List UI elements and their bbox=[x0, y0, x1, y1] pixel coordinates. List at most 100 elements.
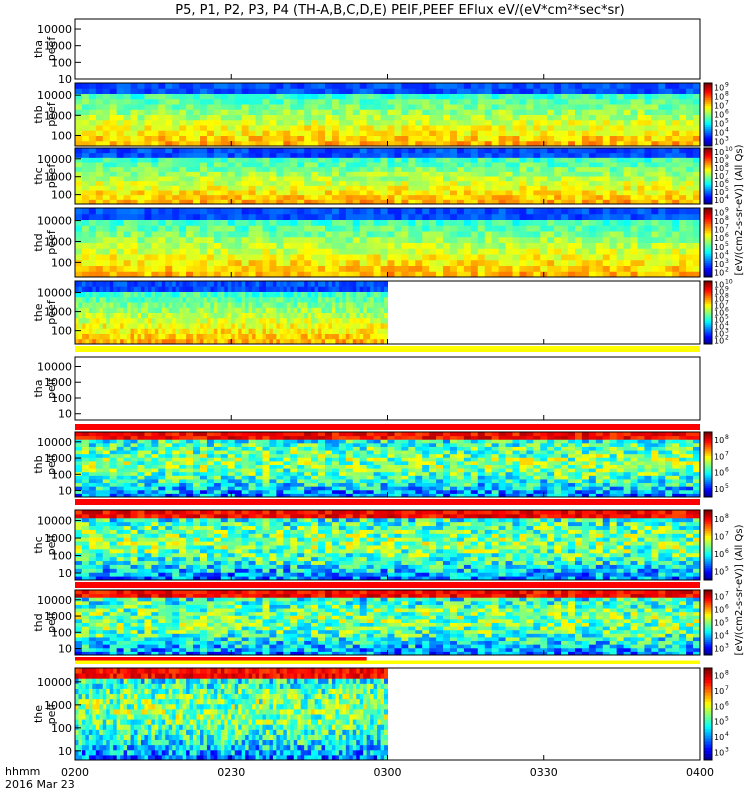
spectrogram-cell bbox=[588, 180, 597, 186]
spectrogram-cell bbox=[172, 185, 180, 191]
spectrogram-cell bbox=[693, 225, 701, 232]
spectrogram-cell bbox=[581, 190, 590, 196]
spectrogram-cell bbox=[686, 242, 694, 249]
spectrogram-cell bbox=[102, 333, 107, 340]
spectrogram-cell bbox=[352, 119, 361, 126]
spectrogram-cell bbox=[248, 323, 253, 329]
spectrogram-cell bbox=[338, 88, 347, 94]
spectrogram-cell bbox=[158, 439, 166, 444]
spectrogram-cell bbox=[158, 194, 166, 200]
spectrogram-cell bbox=[200, 208, 208, 215]
spectrogram-cell bbox=[283, 180, 291, 186]
spectrogram-cell bbox=[234, 225, 243, 232]
spectrogram-cell bbox=[154, 338, 159, 345]
spectrogram-cell bbox=[283, 199, 291, 205]
spectrogram-cell bbox=[220, 489, 229, 494]
spectrogram-cell bbox=[623, 248, 632, 255]
spectrogram-cell bbox=[137, 302, 142, 308]
spectrogram-cell bbox=[102, 125, 111, 131]
spectrogram-cell bbox=[259, 312, 263, 319]
spectrogram-cell bbox=[331, 259, 340, 266]
spectrogram-cell bbox=[304, 254, 312, 261]
spectrogram-cell bbox=[304, 199, 312, 205]
spectrogram-cell bbox=[137, 464, 145, 469]
spectrogram-cell bbox=[75, 460, 83, 465]
spectrogram-cell bbox=[193, 225, 201, 232]
spectrogram-cell bbox=[491, 125, 500, 131]
spectrogram-cell bbox=[380, 271, 388, 278]
spectrogram-cell bbox=[588, 157, 597, 163]
spectrogram-cell bbox=[116, 453, 125, 458]
colorbar-segment bbox=[704, 312, 712, 316]
spectrogram-cell bbox=[252, 307, 257, 313]
spectrogram-cell bbox=[352, 333, 357, 340]
spectrogram-cell bbox=[304, 180, 312, 186]
spectrogram-cell bbox=[151, 125, 159, 131]
spectrogram-cell bbox=[116, 93, 125, 100]
spectrogram-cell bbox=[679, 271, 687, 278]
spectrogram-cell bbox=[255, 135, 263, 142]
spectrogram-cell bbox=[422, 190, 430, 196]
spectrogram-cell bbox=[92, 328, 97, 334]
spectrogram-cell bbox=[116, 307, 121, 313]
spectrogram-cell bbox=[269, 119, 277, 126]
spectrogram-cell bbox=[175, 307, 180, 313]
spectrogram-cell bbox=[255, 104, 263, 110]
spectrogram-cell bbox=[272, 338, 277, 345]
spectrogram-cell bbox=[189, 328, 194, 334]
spectrogram-cell bbox=[186, 130, 194, 136]
spectrogram-cell bbox=[99, 302, 104, 308]
spectrogram-cell bbox=[318, 213, 326, 220]
spectrogram-cell bbox=[276, 286, 281, 292]
spectrogram-cell bbox=[352, 185, 361, 191]
spectrogram-cell bbox=[331, 323, 336, 329]
spectrogram-cell bbox=[151, 208, 159, 215]
spectrogram-cell bbox=[693, 166, 701, 172]
spectrogram-cell bbox=[95, 98, 104, 105]
spectrogram-cell bbox=[227, 114, 236, 121]
spectrogram-cell bbox=[300, 328, 305, 334]
spectrogram-cell bbox=[269, 194, 277, 200]
spectrogram-cell bbox=[206, 166, 215, 172]
spectrogram-cell bbox=[331, 148, 340, 154]
spectrogram-cell bbox=[463, 166, 472, 172]
spectrogram-cell bbox=[102, 130, 111, 136]
spectrogram-cell bbox=[290, 104, 298, 110]
spectrogram-cell bbox=[140, 333, 145, 340]
spectrogram-cell bbox=[470, 125, 479, 131]
spectrogram-cell bbox=[151, 180, 159, 186]
spectrogram-cell bbox=[602, 157, 611, 163]
spectrogram-cell bbox=[172, 104, 180, 110]
spectrogram-cell bbox=[81, 125, 90, 131]
spectrogram-cell bbox=[297, 185, 305, 191]
spectrogram-cell bbox=[408, 242, 416, 249]
spectrogram-cell bbox=[373, 296, 378, 303]
spectrogram-cell bbox=[134, 286, 138, 292]
spectrogram-cell bbox=[450, 130, 458, 136]
spectrogram-cell bbox=[672, 185, 680, 191]
spectrogram-cell bbox=[293, 307, 298, 313]
spectrogram-cell bbox=[123, 114, 132, 121]
spectrogram-cell bbox=[554, 109, 562, 115]
spectrogram-cell bbox=[349, 312, 354, 319]
spectrogram-cell bbox=[78, 323, 83, 329]
spectrogram-cell bbox=[338, 296, 343, 303]
spectrogram-cell bbox=[130, 442, 138, 447]
colorbar-frame bbox=[703, 280, 713, 345]
spectrogram-cell bbox=[630, 157, 638, 163]
spectrogram-cell bbox=[498, 176, 507, 182]
spectrogram-cell bbox=[686, 248, 694, 255]
colorbar-segment bbox=[704, 164, 712, 168]
spectrogram-cell bbox=[450, 104, 458, 110]
spectrogram-cell bbox=[172, 109, 180, 115]
spectrogram-cell bbox=[498, 93, 507, 100]
spectrogram-cell bbox=[88, 489, 97, 494]
spectrogram-cell bbox=[200, 323, 204, 329]
spectrogram-cell bbox=[224, 317, 229, 324]
spectrogram-cell bbox=[193, 296, 198, 303]
colorbar-segment bbox=[704, 240, 712, 243]
spectrogram-cell bbox=[265, 307, 270, 313]
spectrogram-cell bbox=[116, 176, 125, 182]
spectrogram-cell bbox=[276, 225, 284, 232]
